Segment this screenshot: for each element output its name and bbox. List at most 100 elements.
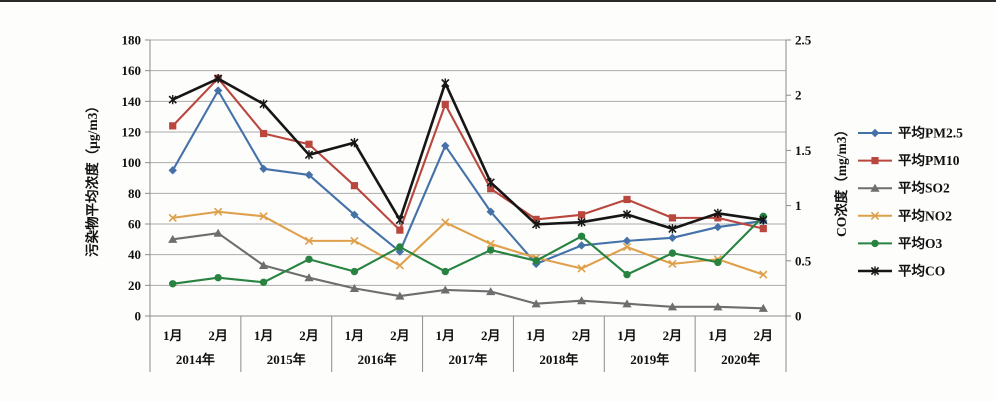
data-point-marker: [577, 217, 586, 227]
gridlines: [150, 39, 786, 286]
data-point-marker: [759, 215, 768, 225]
data-point-marker: [213, 228, 223, 237]
series-lines: [168, 74, 768, 312]
data-point-marker: [668, 249, 677, 257]
data-point-marker: [713, 302, 723, 311]
data-point-marker: [870, 183, 880, 192]
data-point-marker: [713, 222, 723, 232]
year-label: 2014年: [176, 352, 215, 367]
data-point-marker: [714, 258, 722, 267]
year-label: 2018年: [539, 352, 578, 367]
left-axis-tick-label: 80: [128, 186, 141, 201]
data-point-marker: [258, 261, 269, 269]
series-line: [172, 215, 765, 285]
data-point-marker: [531, 299, 541, 308]
data-point-marker: [668, 259, 677, 269]
left-axis-tick-label: 120: [122, 125, 142, 140]
month-label: 2月: [754, 328, 774, 343]
data-point-marker: [667, 302, 678, 311]
data-point-marker: [168, 166, 177, 175]
data-point-marker: [441, 218, 450, 227]
month-label: 2月: [299, 328, 319, 343]
series-平均NO2: [168, 207, 768, 279]
right-axis-tick-label: 1.5: [795, 143, 812, 158]
data-point-marker: [395, 261, 405, 270]
data-point-marker: [577, 264, 586, 273]
legend-item-平均PM10: 平均PM10: [858, 152, 960, 168]
right-axis-tick-label: 0: [795, 309, 802, 324]
month-label: 1月: [345, 328, 365, 343]
data-point-marker: [870, 266, 880, 276]
data-point-marker: [441, 100, 449, 108]
data-point-marker: [668, 233, 677, 242]
data-point-marker: [440, 285, 450, 294]
data-point-marker: [486, 239, 495, 249]
right-axis-title: CO浓度（mg/m3）: [833, 123, 849, 237]
right-axis-tick-label: 2.5: [795, 33, 812, 48]
year-label: 2017年: [448, 352, 487, 367]
data-point-marker: [304, 236, 314, 246]
left-axis-tick-label: 20: [128, 278, 141, 293]
data-point-marker: [668, 214, 677, 222]
month-label: 1月: [436, 328, 456, 343]
series-平均PM10: [169, 74, 767, 234]
legend-label: 平均SO2: [898, 180, 950, 196]
legend-label: 平均CO: [898, 263, 945, 279]
legend-item-平均PM2.5: 平均PM2.5: [858, 125, 963, 141]
data-point-marker: [168, 234, 178, 243]
data-point-marker: [576, 296, 587, 305]
legend-label: 平均O3: [898, 235, 943, 251]
screenshot-top-edge: [0, 0, 996, 2]
data-point-marker: [532, 257, 540, 265]
data-point-marker: [350, 138, 359, 148]
legend-item-平均O3: 平均O3: [858, 235, 943, 251]
month-label: 1月: [254, 328, 274, 343]
legend-item-平均NO2: 平均NO2: [858, 207, 952, 223]
series-平均PM2.5: [168, 86, 768, 269]
data-point-marker: [396, 243, 404, 251]
series-line: [171, 77, 764, 232]
data-point-marker: [713, 208, 723, 218]
year-label: 2019年: [630, 352, 669, 367]
series-line: [171, 89, 764, 265]
data-point-marker: [168, 95, 177, 105]
data-point-marker: [441, 78, 450, 88]
data-point-marker: [395, 215, 405, 225]
left-axis-tick-label: 0: [135, 309, 142, 324]
year-label: 2015年: [267, 352, 306, 367]
data-point-marker: [213, 207, 223, 216]
left-axis-tick-label: 180: [122, 33, 142, 48]
legend-item-平均CO: 平均CO: [858, 263, 945, 279]
data-point-marker: [350, 267, 359, 276]
month-label: 2月: [663, 328, 683, 343]
series-line: [172, 210, 764, 276]
data-point-marker: [532, 215, 540, 223]
data-point-marker: [759, 270, 768, 279]
data-point-marker: [486, 177, 495, 188]
data-point-marker: [441, 141, 450, 150]
left-axis-tick-label: 160: [122, 63, 142, 78]
data-point-marker: [870, 211, 880, 220]
month-label: 1月: [708, 328, 728, 343]
month-label: 2月: [208, 328, 228, 343]
data-point-marker: [668, 224, 677, 234]
year-label: 2020年: [721, 352, 760, 367]
data-point-marker: [395, 291, 405, 300]
month-label: 2月: [390, 328, 410, 343]
right-axis-tick-label: 0.5: [795, 253, 812, 268]
data-point-marker: [305, 140, 313, 148]
legend-item-平均SO2: 平均SO2: [858, 180, 950, 196]
data-point-marker: [870, 128, 880, 138]
data-point-marker: [169, 122, 177, 130]
year-label: 2016年: [358, 352, 397, 367]
data-point-marker: [259, 278, 268, 286]
data-point-marker: [304, 150, 314, 160]
legend: 平均PM2.5 平均PM10 平均SO2 平均NO2 平均O3 平均CO: [858, 125, 963, 279]
data-point-marker: [259, 99, 268, 109]
month-label: 2月: [481, 328, 501, 343]
data-point-marker: [350, 236, 359, 246]
data-point-marker: [486, 287, 496, 296]
data-point-marker: [304, 170, 314, 180]
